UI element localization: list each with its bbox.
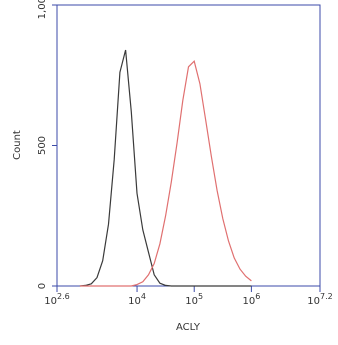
series-line [79,49,252,287]
x-tick-label: 107.2 [307,292,332,307]
y-axis-label: Count [12,130,23,160]
x-axis-label: ACLY [176,322,201,333]
x-tick-label: 104 [128,292,146,307]
x-tick-label: 102.6 [44,292,69,307]
plot-frame [56,4,321,287]
x-tick-label: 105 [185,292,203,307]
y-tick-label: 1,000 [37,0,48,19]
y-tick-label: 500 [37,136,48,155]
series-line [79,60,252,287]
y-tick-label: 0 [37,283,48,289]
x-tick-label: 106 [242,292,260,307]
